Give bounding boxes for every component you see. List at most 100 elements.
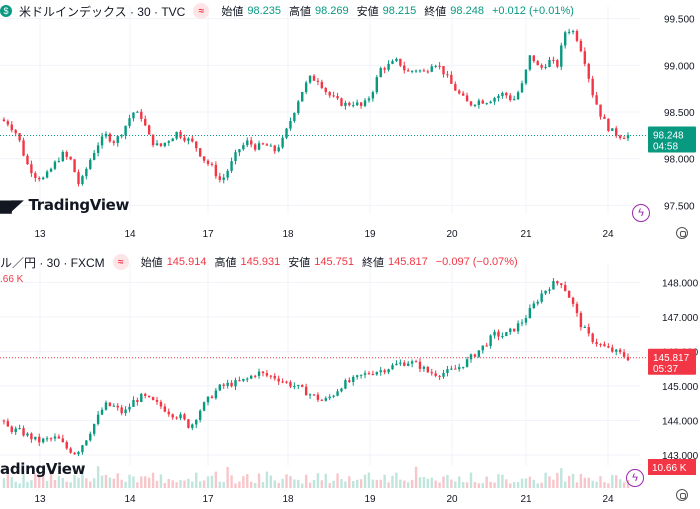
candle-body	[312, 75, 316, 81]
candle-body	[85, 168, 88, 177]
candle-body	[524, 69, 528, 84]
candle-body	[316, 394, 320, 400]
volume-bar	[89, 481, 92, 488]
candle-body	[202, 156, 206, 161]
volume-bar	[242, 476, 245, 488]
candle-body	[516, 92, 520, 100]
candle-body	[611, 347, 614, 352]
candle-body	[132, 400, 135, 407]
usdjpy-chart-canvas[interactable]: 148.000147.000146.000145.000144.000143.0…	[0, 244, 700, 509]
volume-bar	[450, 479, 453, 488]
candle-body	[587, 327, 590, 334]
high-value: 145.931	[240, 256, 281, 268]
candle-body	[340, 98, 343, 106]
candle-body	[187, 419, 190, 428]
candle-body	[340, 388, 343, 392]
candle-body	[218, 384, 221, 391]
approx-icon[interactable]: ≈	[112, 254, 129, 270]
volume-bar	[128, 474, 131, 488]
candle-body	[301, 91, 304, 102]
dxy-symbol[interactable]: 米ドルインデックス · 30 · TVC	[19, 4, 186, 19]
dxy-chart-canvas[interactable]: 99.500 99.000 98.500 98.000 97.500 13 14 17 18 19…	[0, 0, 700, 240]
lightning-icon[interactable]: ϟ	[626, 469, 644, 487]
candle-body	[446, 369, 449, 373]
x-tick-label: 14	[124, 494, 136, 505]
volume-bar	[591, 480, 594, 488]
approx-icon[interactable]: ≈	[193, 3, 210, 19]
candle-body	[45, 438, 49, 440]
volume-bar	[49, 472, 53, 488]
change-value: +0.012 (+0.01%)	[491, 5, 574, 17]
volume-bar	[414, 466, 418, 488]
candle-body	[375, 77, 378, 93]
volume-bar	[230, 475, 233, 488]
tradingview-logo-text[interactable]: adingView	[0, 460, 86, 478]
volume-bar	[96, 466, 100, 488]
volume-bar	[93, 478, 96, 488]
candle-body	[560, 283, 563, 286]
candle-body	[100, 409, 104, 415]
usdjpy-symbol[interactable]: ル／円 · 30 · FXCM	[0, 255, 105, 270]
candle-body	[155, 400, 159, 402]
volume-bar	[544, 472, 547, 488]
tradingview-logo[interactable]: ▆◤ TradingView	[0, 196, 130, 214]
candle-body	[579, 40, 583, 52]
volume-bar	[618, 479, 622, 488]
candle-body	[324, 87, 327, 93]
candle-body	[352, 105, 355, 107]
candle-body	[410, 70, 414, 72]
gear-icon[interactable]	[676, 227, 688, 239]
gear-icon[interactable]	[676, 489, 688, 501]
lightning-icon[interactable]: ϟ	[632, 204, 650, 222]
volume-bar	[159, 474, 163, 488]
candle-body	[269, 375, 273, 377]
candle-body	[226, 382, 229, 386]
volume-bar	[587, 477, 590, 488]
y-tick-label: 97.500	[664, 201, 695, 212]
candle-body	[53, 436, 57, 439]
countdown-label: 04:58	[653, 142, 678, 153]
candle-body	[277, 378, 280, 382]
last-price-tag-bg	[648, 348, 696, 375]
volume-bar	[73, 475, 76, 488]
candle-body	[426, 71, 430, 73]
candle-body	[183, 414, 186, 420]
candle-body	[512, 328, 516, 332]
volume-bar	[116, 473, 119, 488]
volume-bar	[399, 479, 402, 488]
candle-body	[132, 112, 135, 119]
candle-body	[120, 135, 123, 137]
usdjpy-chart-pane[interactable]: 148.000147.000146.000145.000144.000143.0…	[0, 244, 700, 509]
x-tick-label: 18	[282, 494, 294, 505]
volume-legend-value: .66 K	[0, 274, 24, 285]
candle-body	[6, 121, 10, 125]
candle-body	[191, 138, 194, 142]
candle-body	[175, 417, 178, 419]
volume-bar	[53, 480, 57, 488]
candle-body	[14, 130, 17, 134]
candle-body	[532, 303, 535, 309]
volume-bar	[112, 478, 116, 488]
candle-body	[461, 366, 465, 368]
candle-body	[89, 433, 92, 441]
candle-body	[367, 98, 371, 101]
candle-body	[93, 423, 96, 434]
candle-body	[536, 61, 539, 66]
countdown-label: 05:37	[653, 364, 678, 375]
candle-body	[564, 285, 567, 291]
candle-body	[128, 406, 131, 410]
candle-body	[73, 159, 76, 173]
dxy-chart-pane[interactable]: 99.500 99.000 98.500 98.000 97.500 13 14 17 18 19…	[0, 0, 700, 240]
candle-body	[167, 411, 170, 415]
candle-body	[77, 452, 80, 455]
candle-body	[418, 70, 422, 72]
volume-bar	[38, 473, 41, 488]
volume-bar	[532, 479, 535, 488]
low-value: 98.215	[382, 5, 417, 17]
volume-bar	[155, 480, 159, 488]
candle-body	[93, 153, 96, 160]
candle-body	[38, 436, 41, 443]
candle-body	[591, 333, 594, 342]
candle-body	[61, 152, 64, 162]
volume-bar	[567, 475, 571, 488]
